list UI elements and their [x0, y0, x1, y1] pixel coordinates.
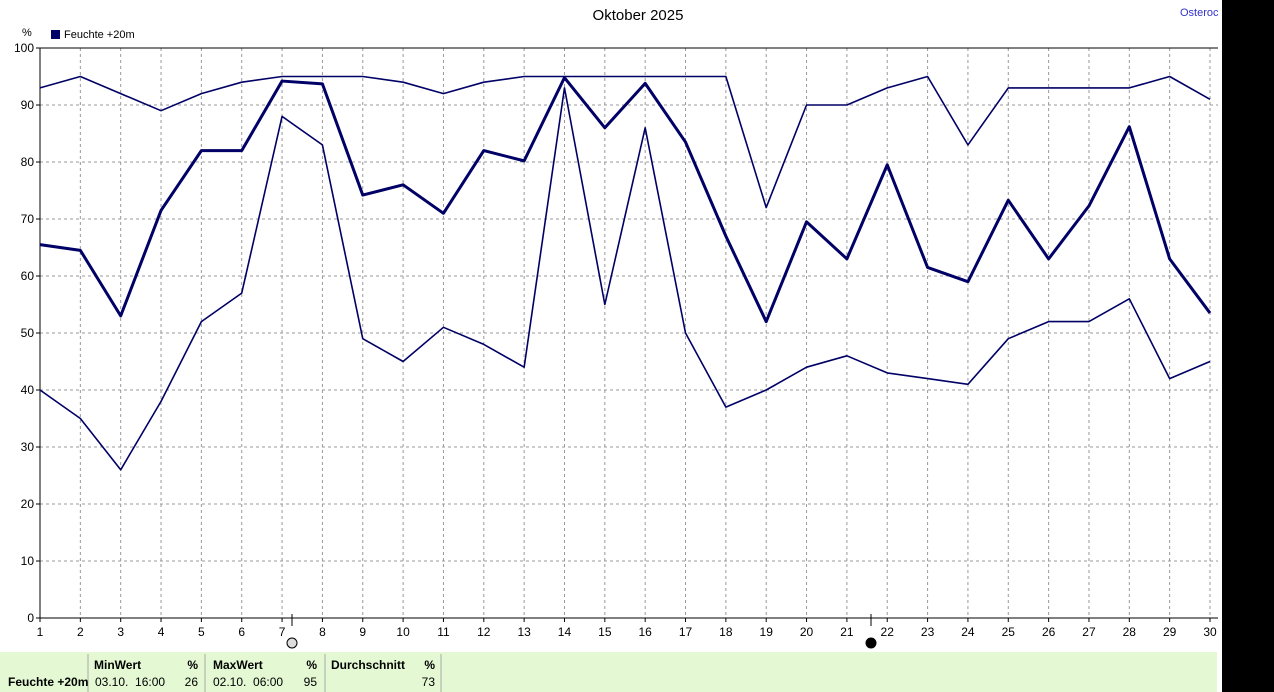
x-tick-label: 8 [319, 625, 326, 639]
y-tick-label: 60 [21, 269, 35, 283]
table-cell: 03.10. 16:00 [95, 675, 165, 689]
y-tick-label: 80 [21, 155, 35, 169]
x-tick-label: 17 [679, 625, 693, 639]
y-unit: % [22, 27, 32, 39]
x-tick-label: 16 [638, 625, 652, 639]
x-tick-label: 20 [800, 625, 814, 639]
legend-swatch [51, 30, 60, 39]
x-tick-label: 26 [1042, 625, 1056, 639]
x-tick-label: 24 [961, 625, 975, 639]
x-tick-label: 25 [1002, 625, 1016, 639]
legend-label: Feuchte +20m [64, 29, 135, 41]
x-tick-label: 18 [719, 625, 733, 639]
table-header: % [187, 658, 198, 672]
x-tick-label: 21 [840, 625, 854, 639]
table-header: % [424, 658, 435, 672]
y-tick-label: 100 [14, 41, 34, 55]
series-line [39, 87, 1211, 471]
x-tick-label: 22 [881, 625, 895, 639]
table-background [0, 652, 1217, 692]
x-tick-label: 9 [359, 625, 366, 639]
x-tick-label: 3 [117, 625, 124, 639]
series-line [39, 76, 1212, 324]
x-tick-label: 12 [477, 625, 491, 639]
x-tick-label: 14 [558, 625, 572, 639]
x-tick-label: 2 [77, 625, 84, 639]
y-tick-label: 40 [21, 383, 35, 397]
moon-icon [865, 637, 877, 649]
table-header: % [306, 658, 317, 672]
x-tick-label: 27 [1082, 625, 1096, 639]
x-tick-label: 28 [1123, 625, 1137, 639]
x-tick-label: 6 [238, 625, 245, 639]
y-tick-label: 50 [21, 326, 35, 340]
table-cell: 26 [185, 675, 199, 689]
chart-title: Oktober 2025 [593, 7, 684, 24]
table-cell: 02.10. 06:00 [213, 675, 283, 689]
y-tick-label: 10 [21, 554, 35, 568]
x-tick-label: 19 [760, 625, 774, 639]
x-tick-label: 4 [158, 625, 165, 639]
y-tick-label: 90 [21, 98, 35, 112]
x-tick-label: 5 [198, 625, 205, 639]
x-tick-label: 13 [517, 625, 531, 639]
x-tick-label: 23 [921, 625, 935, 639]
table-header: MaxWert [213, 658, 263, 672]
side-bar [1222, 0, 1274, 692]
x-tick-label: 1 [37, 625, 44, 639]
y-tick-label: 20 [21, 497, 35, 511]
x-tick-label: 10 [396, 625, 410, 639]
series-line [39, 75, 1211, 209]
x-tick-label: 30 [1203, 625, 1217, 639]
x-tick-label: 11 [437, 625, 450, 639]
x-tick-label: 7 [279, 625, 286, 639]
y-tick-label: 30 [21, 440, 35, 454]
table-cell: 95 [304, 675, 318, 689]
x-tick-label: 29 [1163, 625, 1177, 639]
moon-icon [286, 637, 298, 649]
y-tick-label: 0 [27, 611, 34, 625]
table-cell: 73 [422, 675, 436, 689]
table-cell: Feuchte +20m [8, 675, 88, 689]
x-tick-label: 15 [598, 625, 612, 639]
site-label: Osteroc [1180, 7, 1219, 19]
y-tick-label: 70 [21, 212, 35, 226]
table-header: MinWert [94, 658, 141, 672]
table-header: Durchschnitt [331, 658, 405, 672]
